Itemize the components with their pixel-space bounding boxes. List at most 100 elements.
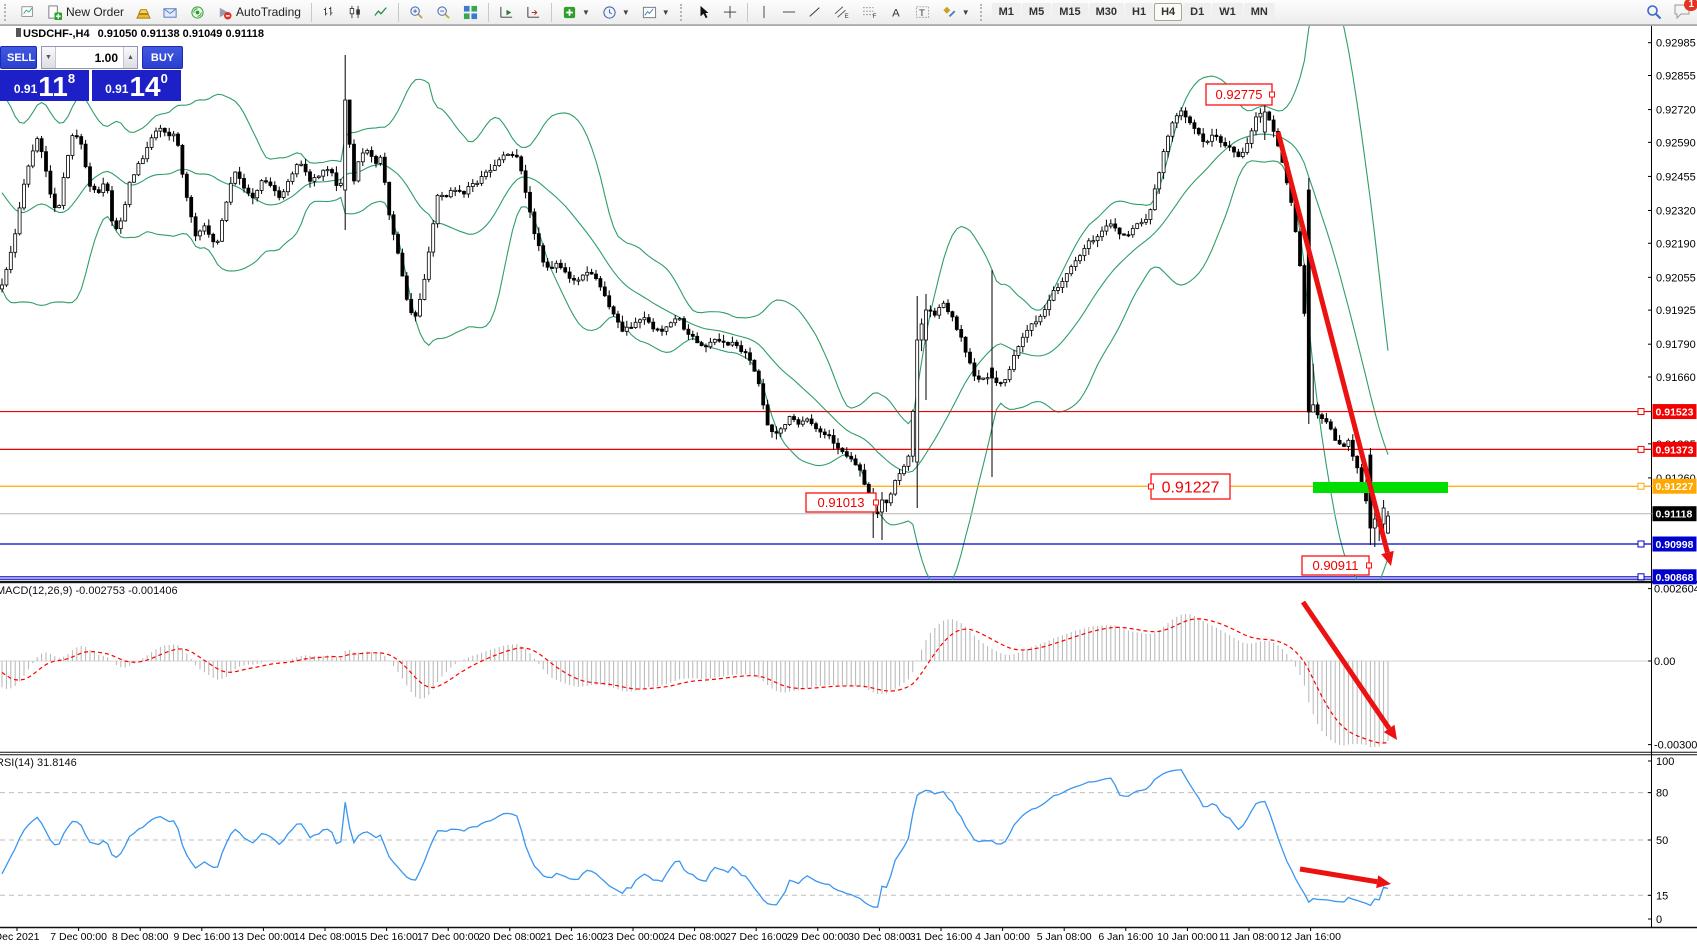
horizontal-line-tool-button[interactable] xyxy=(777,2,801,23)
fibonacci-tool-button[interactable]: F xyxy=(857,2,883,23)
arrows-tool-button[interactable]: ▼ xyxy=(937,2,975,23)
rsi-indicator-label: RSI(14) 31.8146 xyxy=(0,757,77,769)
svg-text:0.91660: 0.91660 xyxy=(1656,372,1696,384)
gold-icon xyxy=(136,8,151,19)
trend-arrow[interactable] xyxy=(1275,131,1394,566)
svg-text:0.91227: 0.91227 xyxy=(1656,481,1694,493)
sell-price-display[interactable]: 0.91 11 8 xyxy=(0,70,89,101)
svg-text:15 Dec 16:00: 15 Dec 16:00 xyxy=(355,931,418,943)
time-scale[interactable]: Dec 2021 7 Dec 00:00 8 Dec 08:00 9 Dec 16:0… xyxy=(0,927,1341,944)
price-scale[interactable]: 0.92985 0.92855 0.92720 0.92590 0.92455 0.923… xyxy=(1648,38,1697,926)
timeframe-button-m1[interactable]: M1 xyxy=(991,3,1021,21)
templates-button[interactable]: ▼ xyxy=(637,2,675,23)
line-handle[interactable] xyxy=(1637,573,1645,581)
symbol-period-label: USDCHF-,H4 xyxy=(23,28,90,40)
timeframe-button-w1[interactable]: W1 xyxy=(1212,3,1243,21)
timeframe-button-m30[interactable]: M30 xyxy=(1088,3,1125,21)
crosshair-tool-button[interactable] xyxy=(718,2,742,23)
auto-scroll-button[interactable] xyxy=(494,2,519,23)
timeframe-button-mn[interactable]: MN xyxy=(1243,3,1275,21)
line-handle[interactable] xyxy=(1637,408,1645,416)
buy-price-display[interactable]: 0.91 14 0 xyxy=(92,70,181,101)
svg-text:0.92985: 0.92985 xyxy=(1656,38,1696,50)
line-handle[interactable] xyxy=(1637,482,1645,490)
trend-arrow[interactable] xyxy=(1300,600,1397,740)
candlesticks xyxy=(0,55,1390,547)
price-annotation[interactable]: 0.91227 xyxy=(1148,473,1231,500)
trendline-tool-button[interactable] xyxy=(803,2,827,23)
bar-chart-mode-button[interactable] xyxy=(317,2,341,23)
periods-button[interactable]: ▼ xyxy=(597,2,635,23)
signals-button[interactable] xyxy=(185,2,210,23)
search-button[interactable] xyxy=(1641,2,1667,23)
sell-price-prefix: 0.91 xyxy=(13,82,38,96)
sell-button[interactable]: SELL xyxy=(0,46,37,69)
price-annotation[interactable]: 0.92775 xyxy=(1205,83,1275,106)
volume-decrease-button[interactable]: ▼ xyxy=(42,47,56,68)
notifications-button[interactable]: 1 xyxy=(1673,0,1697,22)
metaeditor-button[interactable] xyxy=(131,2,156,23)
text-tool-button[interactable]: A xyxy=(885,2,908,23)
green-highlight-zone[interactable] xyxy=(1313,482,1448,493)
trend-arrow[interactable] xyxy=(1299,866,1391,889)
chart-shift-button[interactable] xyxy=(521,2,546,23)
new-order-icon xyxy=(48,4,62,20)
timeframe-button-d1[interactable]: D1 xyxy=(1183,3,1212,21)
new-chart-button[interactable] xyxy=(16,2,40,23)
horizontal-line-objects[interactable] xyxy=(0,410,1652,545)
equidistant-channel-tool-button[interactable]: E xyxy=(829,2,855,23)
svg-text:7 Dec 00:00: 7 Dec 00:00 xyxy=(50,931,107,943)
price-annotation[interactable]: 0.90911 xyxy=(1301,555,1372,576)
zoom-out-button[interactable] xyxy=(431,2,456,23)
toolbar-separator xyxy=(487,2,489,22)
svg-text:10 Jan 00:00: 10 Jan 00:00 xyxy=(1157,931,1218,943)
new-order-button[interactable]: New Order xyxy=(42,2,129,23)
messages-button[interactable] xyxy=(158,2,183,23)
svg-text:21 Dec 16:00: 21 Dec 16:00 xyxy=(540,931,603,943)
tile-windows-button[interactable] xyxy=(458,2,483,23)
volume-increase-button[interactable]: ▲ xyxy=(123,47,137,68)
price-annotation[interactable]: 0.91013 xyxy=(805,492,879,513)
svg-text:0.92055: 0.92055 xyxy=(1656,272,1696,284)
svg-text:30 Dec 08:00: 30 Dec 08:00 xyxy=(848,931,911,943)
dropdown-caret-icon: ▼ xyxy=(621,7,630,17)
buy-price-prefix: 0.91 xyxy=(105,82,129,96)
timeframe-button-h1[interactable]: H1 xyxy=(1125,3,1154,21)
zoom-out-icon xyxy=(437,5,450,19)
toolbar-grip xyxy=(979,3,987,21)
timeframe-button-h4[interactable]: H4 xyxy=(1154,3,1183,21)
indicators-button[interactable]: ▼ xyxy=(557,2,595,23)
trendline-icon xyxy=(809,7,820,17)
new-order-label: New Order xyxy=(66,5,125,19)
fibonacci-icon: F xyxy=(862,7,876,19)
line-chart-mode-button[interactable] xyxy=(369,2,393,23)
candlestick-mode-button[interactable] xyxy=(343,2,367,23)
svg-text:F: F xyxy=(872,13,876,19)
text-label-icon: T xyxy=(915,6,929,19)
autotrading-icon xyxy=(219,7,232,20)
timeframe-button-m5[interactable]: M5 xyxy=(1021,3,1052,21)
autotrading-button[interactable]: AutoTrading xyxy=(212,2,306,23)
svg-text:E: E xyxy=(844,13,848,19)
volume-input[interactable] xyxy=(56,47,123,68)
svg-text:0.92775: 0.92775 xyxy=(1216,87,1263,102)
line-handle[interactable] xyxy=(1637,540,1645,548)
svg-text:0.91227: 0.91227 xyxy=(1162,479,1220,496)
volume-stepper: ▼ ▲ xyxy=(41,46,138,69)
line-handle[interactable] xyxy=(1637,445,1645,453)
cursor-tool-button[interactable] xyxy=(692,2,716,23)
buy-button[interactable]: BUY xyxy=(142,46,183,69)
dropdown-caret-icon: ▼ xyxy=(661,7,670,17)
vertical-line-tool-button[interactable] xyxy=(753,2,775,23)
timeframe-button-m15[interactable]: M15 xyxy=(1052,3,1088,21)
macd-panel-content xyxy=(1,613,1389,748)
text-label-tool-button[interactable]: T xyxy=(910,2,935,23)
bollinger-bands xyxy=(1,26,1389,580)
zoom-in-button[interactable] xyxy=(404,2,429,23)
bar-chart-icon xyxy=(323,6,333,16)
svg-text:31 Dec 16:00: 31 Dec 16:00 xyxy=(910,931,973,943)
svg-text:0: 0 xyxy=(1656,914,1662,926)
svg-text:0.91523: 0.91523 xyxy=(1656,407,1694,419)
svg-text:23 Dec 00:00: 23 Dec 00:00 xyxy=(602,931,665,943)
